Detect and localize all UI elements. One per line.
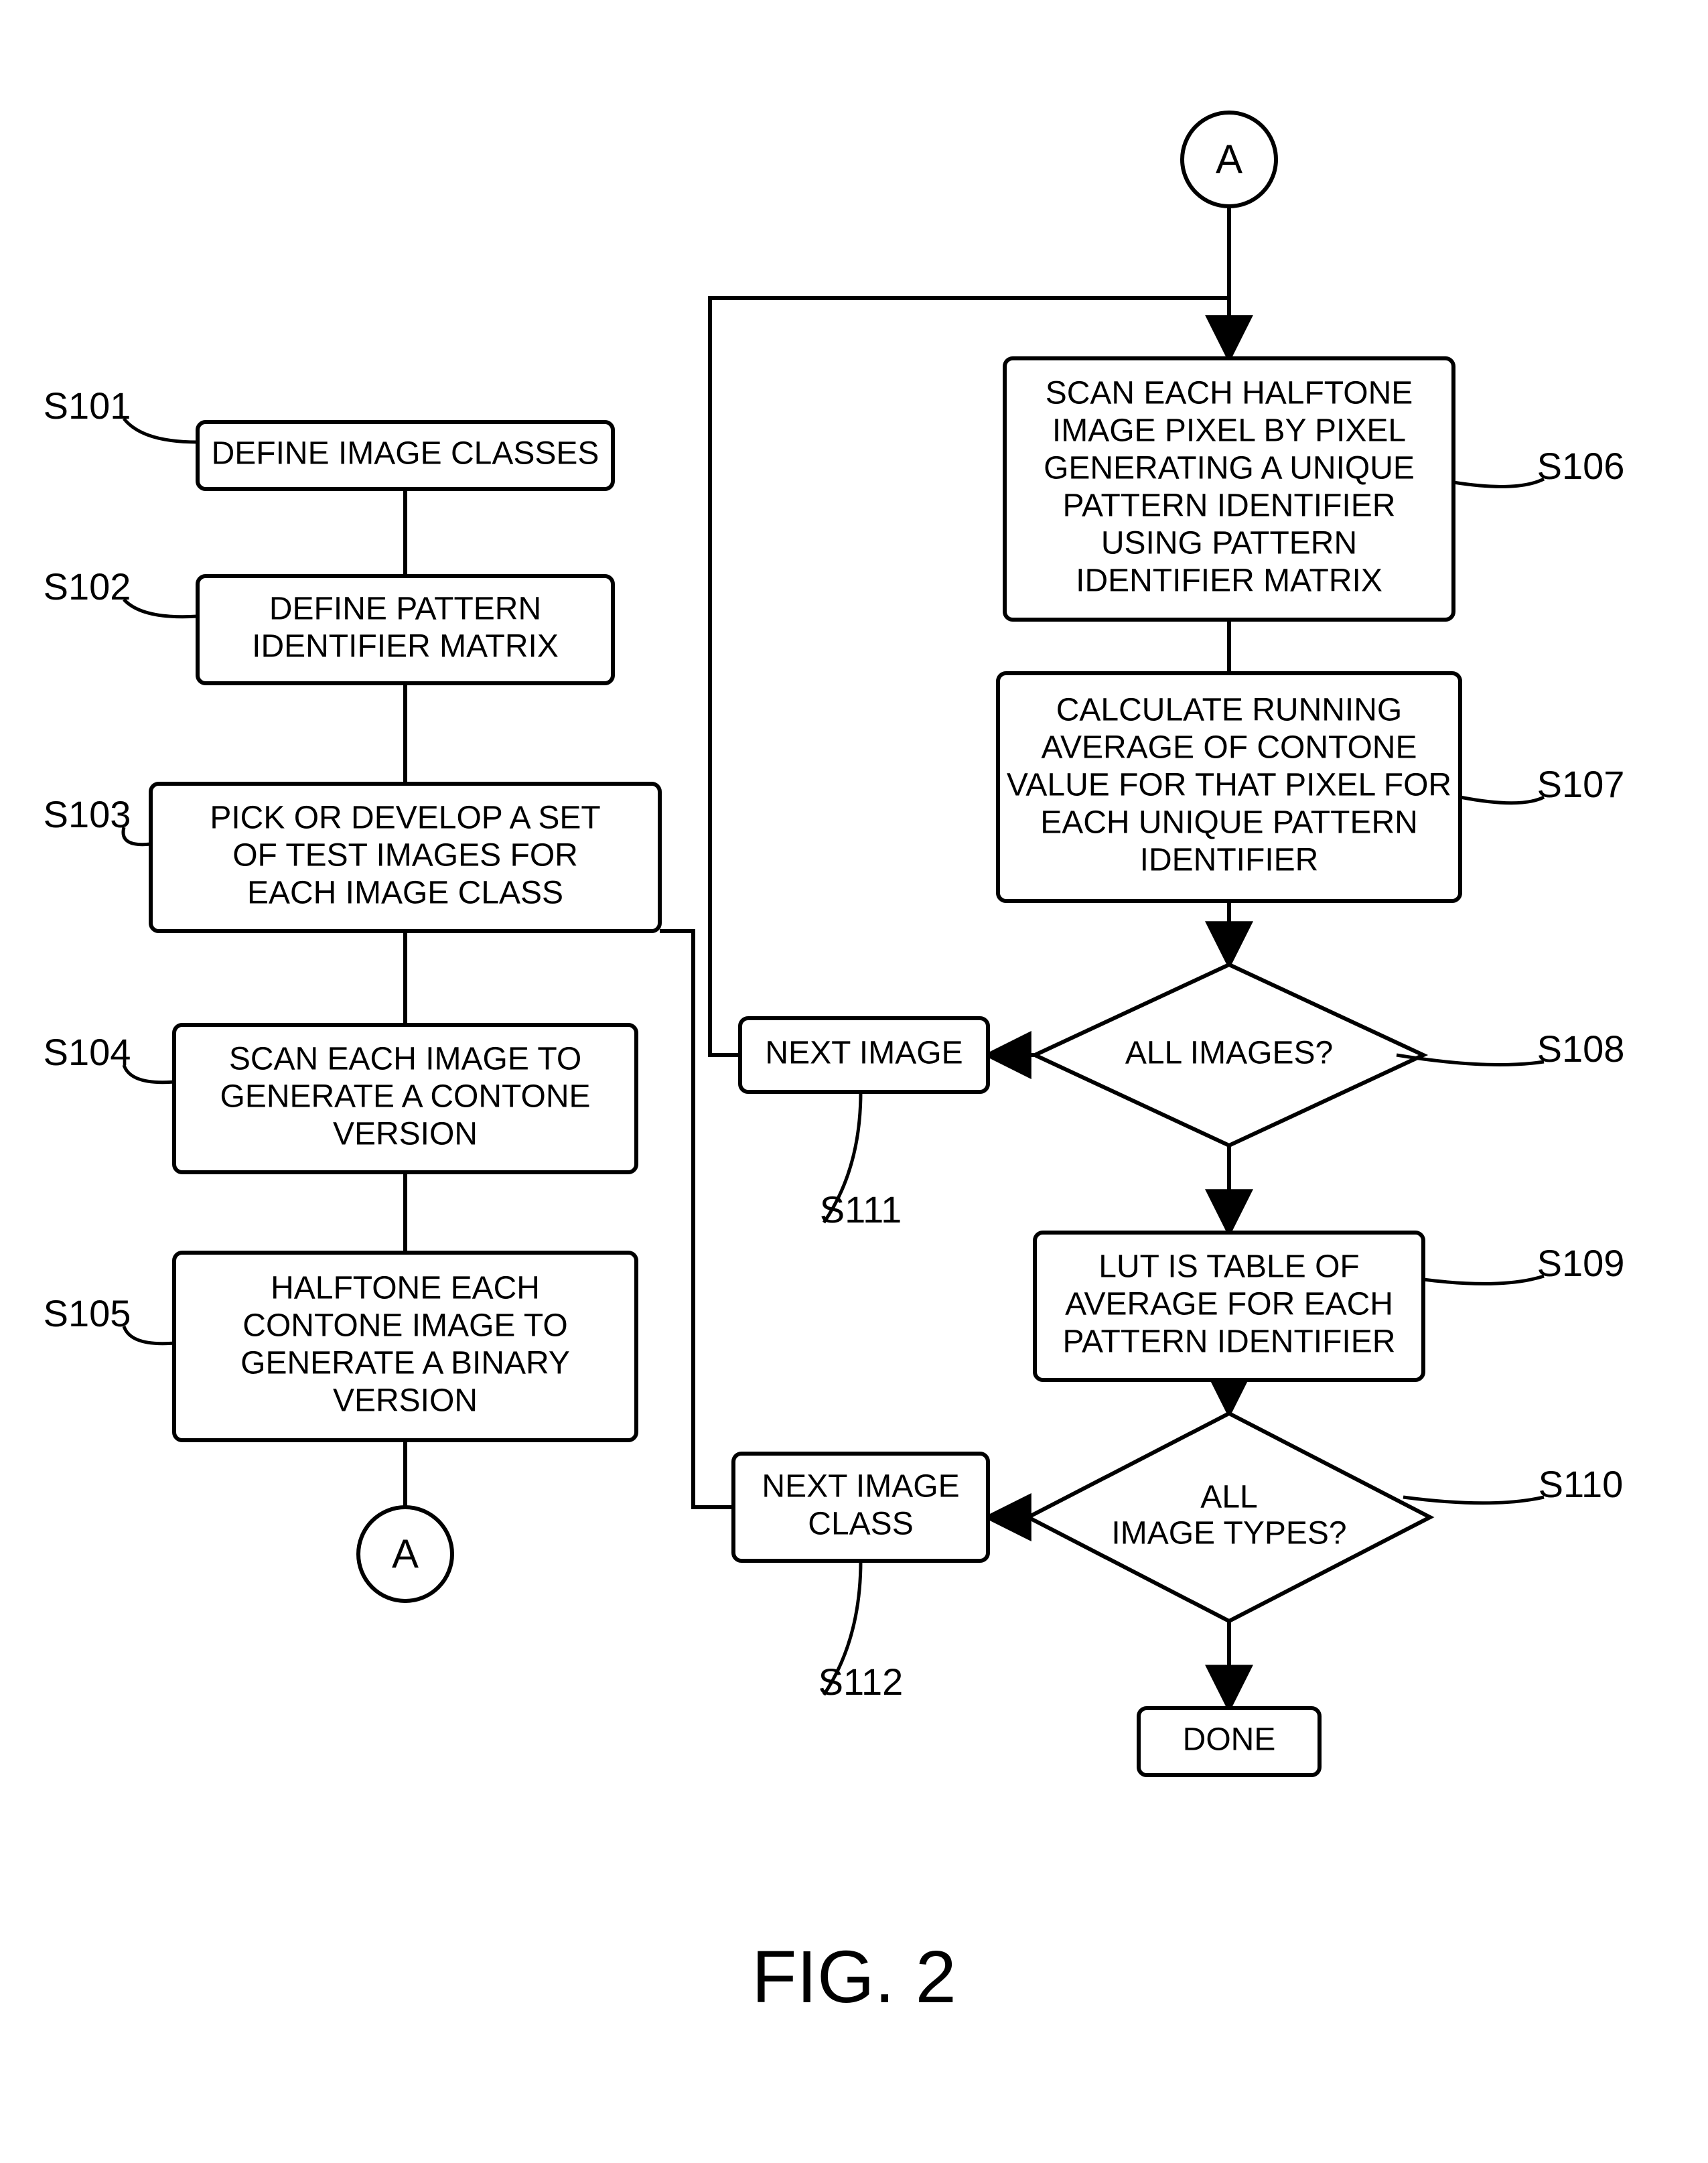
step-label-s104: S104 bbox=[44, 1031, 131, 1073]
node-text: DONE bbox=[1183, 1722, 1276, 1758]
node-text: IDENTIFIER bbox=[1140, 843, 1319, 878]
node-text: SCAN EACH IMAGE TO bbox=[229, 1042, 581, 1077]
node-text: SCAN EACH HALFTONE bbox=[1046, 376, 1413, 411]
node-text: OF TEST IMAGES FOR bbox=[232, 838, 578, 874]
step-label-s106: S106 bbox=[1537, 445, 1625, 487]
step-label-s102: S102 bbox=[44, 565, 131, 608]
node-text: GENERATE A BINARY bbox=[240, 1346, 570, 1381]
node-text: PICK OR DEVELOP A SET bbox=[210, 800, 600, 836]
node-text: IMAGE PIXEL BY PIXEL bbox=[1052, 413, 1406, 449]
node-text: LUT IS TABLE OF bbox=[1098, 1249, 1359, 1285]
step-label-s108: S108 bbox=[1537, 1028, 1625, 1070]
node-text: IMAGE TYPES? bbox=[1111, 1516, 1346, 1551]
node-text: EACH UNIQUE PATTERN bbox=[1040, 805, 1418, 841]
node-text: DEFINE PATTERN bbox=[269, 591, 541, 627]
node-text: ALL IMAGES? bbox=[1125, 1036, 1333, 1071]
step-label-s112: S112 bbox=[819, 1661, 904, 1703]
node-text: VERSION bbox=[333, 1383, 478, 1419]
node-text: USING PATTERN bbox=[1101, 526, 1357, 561]
node-text: IDENTIFIER MATRIX bbox=[252, 629, 559, 665]
label-lead bbox=[1453, 479, 1544, 486]
label-lead bbox=[124, 1326, 174, 1344]
node-text: AVERAGE OF CONTONE bbox=[1042, 730, 1417, 766]
label-lead bbox=[124, 419, 198, 442]
label-lead bbox=[1403, 1497, 1544, 1503]
flowchart-figure: DEFINE IMAGE CLASSESDEFINE PATTERNIDENTI… bbox=[0, 0, 1708, 2163]
step-label-s103: S103 bbox=[44, 793, 131, 835]
step-label-s110: S110 bbox=[1539, 1463, 1624, 1505]
node-text: NEXT IMAGE bbox=[762, 1469, 959, 1505]
node-text: NEXT IMAGE bbox=[765, 1036, 963, 1071]
label-lead bbox=[124, 1065, 174, 1083]
node-text: CLASS bbox=[808, 1507, 913, 1542]
node-text: ALL bbox=[1200, 1480, 1257, 1515]
edge bbox=[660, 931, 733, 1507]
node-text: DEFINE IMAGE CLASSES bbox=[212, 436, 599, 472]
node-text: GENERATING A UNIQUE bbox=[1044, 451, 1415, 486]
label-lead bbox=[1423, 1276, 1544, 1283]
node-text: CONTONE IMAGE TO bbox=[242, 1308, 567, 1344]
node-text: IDENTIFIER MATRIX bbox=[1076, 563, 1382, 599]
step-label-s105: S105 bbox=[44, 1292, 131, 1334]
step-label-s109: S109 bbox=[1537, 1242, 1625, 1284]
node-text: AVERAGE FOR EACH bbox=[1065, 1287, 1393, 1322]
label-lead bbox=[1460, 797, 1544, 803]
node-text: EACH IMAGE CLASS bbox=[247, 876, 563, 911]
step-label-s111: S111 bbox=[820, 1188, 902, 1231]
figure-caption: FIG. 2 bbox=[752, 1936, 956, 2018]
node-text: PATTERN IDENTIFIER bbox=[1063, 1324, 1396, 1360]
step-label-s101: S101 bbox=[44, 385, 131, 427]
node-text: GENERATE A CONTONE bbox=[220, 1079, 590, 1115]
node-text: VALUE FOR THAT PIXEL FOR bbox=[1007, 768, 1451, 803]
node-text: VERSION bbox=[333, 1117, 478, 1152]
connector-label: A bbox=[392, 1531, 419, 1576]
step-label-s107: S107 bbox=[1537, 763, 1625, 805]
node-text: PATTERN IDENTIFIER bbox=[1063, 488, 1396, 524]
label-lead bbox=[124, 600, 198, 617]
node-text: HALFTONE EACH bbox=[271, 1271, 540, 1306]
node-text: CALCULATE RUNNING bbox=[1056, 693, 1403, 728]
connector-label: A bbox=[1216, 137, 1242, 182]
